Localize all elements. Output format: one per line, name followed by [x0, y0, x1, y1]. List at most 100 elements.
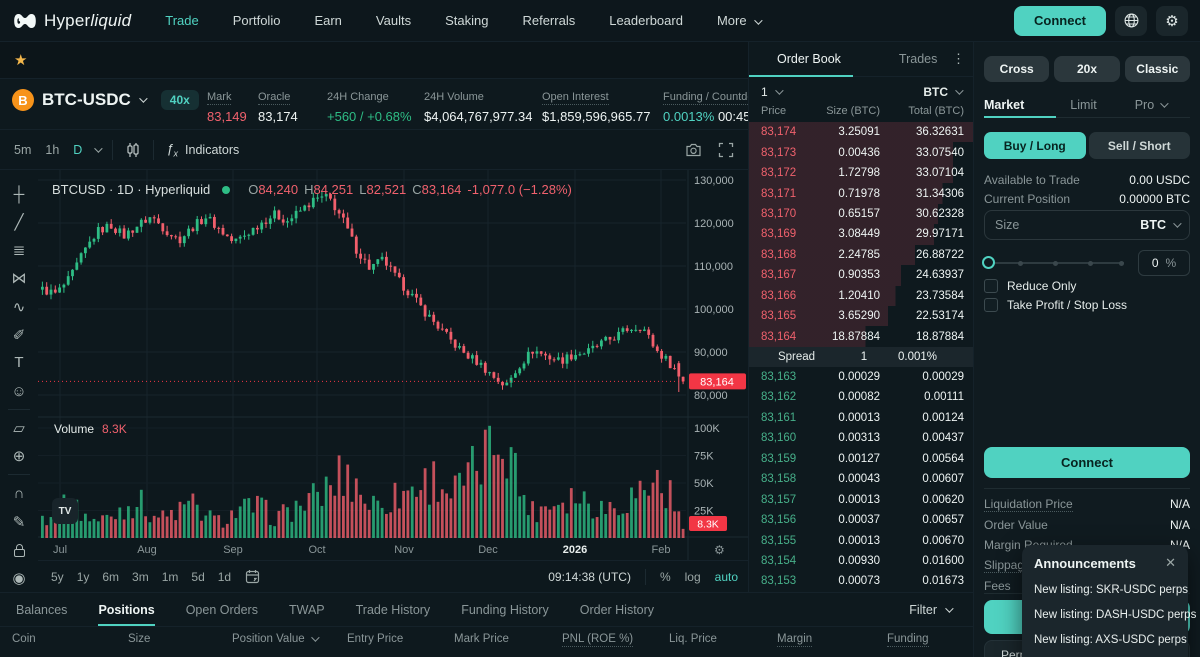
edit-lock-icon[interactable]: ✎: [12, 513, 26, 531]
tab-balances[interactable]: Balances: [16, 602, 68, 617]
range-1y[interactable]: 1y: [76, 569, 90, 584]
percent-scale-button[interactable]: %: [659, 569, 671, 584]
text-icon[interactable]: T: [14, 354, 24, 372]
ask-row[interactable]: 83,167 0.90353 24.63937: [749, 265, 973, 286]
column-mark-price[interactable]: Mark Price: [454, 633, 509, 645]
bid-row[interactable]: 83,154 0.00930 0.01600: [749, 550, 973, 572]
candlestick-style-icon[interactable]: [125, 142, 141, 158]
bid-row[interactable]: 83,163 0.00029 0.00029: [749, 366, 973, 388]
tab-limit[interactable]: Limit: [1070, 97, 1097, 112]
checkbox[interactable]: [984, 278, 998, 293]
tab-positions[interactable]: Positions: [98, 593, 155, 626]
size-unit-select[interactable]: BTC: [1140, 218, 1182, 232]
tab-market[interactable]: Market: [984, 97, 1025, 112]
nav-item-vaults[interactable]: Vaults: [375, 13, 412, 28]
classic-mode-button[interactable]: Classic: [1124, 56, 1190, 82]
checkbox[interactable]: [984, 297, 998, 312]
nav-item-portfolio[interactable]: Portfolio: [232, 13, 281, 28]
close-icon[interactable]: ✕: [1165, 555, 1176, 570]
bid-row[interactable]: 83,158 0.00043 0.00607: [749, 469, 973, 490]
tab-funding-history[interactable]: Funding History: [461, 602, 549, 617]
ask-row[interactable]: 83,171 0.71978 31.34306: [749, 183, 973, 204]
brush-icon[interactable]: ✐: [12, 326, 26, 344]
ask-row[interactable]: 83,165 3.65290 22.53174: [749, 305, 973, 327]
bid-row[interactable]: 83,162 0.00082 0.00111: [749, 387, 973, 408]
connect-trade-button[interactable]: Connect: [984, 447, 1190, 478]
bid-row[interactable]: 83,153 0.00073 0.01673: [749, 571, 973, 592]
bid-row[interactable]: 83,157 0.00013 0.00620: [749, 489, 973, 510]
tab-trades[interactable]: Trades: [898, 52, 938, 66]
announcement-item[interactable]: New listing: AXS-USDC perps: [1034, 634, 1187, 646]
column-liq-price[interactable]: Liq. Price: [669, 633, 717, 645]
nav-item-referrals[interactable]: Referrals: [522, 13, 576, 28]
ask-row[interactable]: 83,169 3.08449 29.97171: [749, 224, 973, 245]
timeframe-1h[interactable]: 1h: [45, 142, 60, 157]
checkbox-row[interactable]: Take Profit / Stop Loss: [984, 295, 1190, 314]
margin-mode-button[interactable]: Cross: [984, 56, 1050, 82]
tab-twap[interactable]: TWAP: [288, 602, 325, 617]
ask-row[interactable]: 83,173 0.00436 33.07540: [749, 142, 973, 163]
announcement-item[interactable]: New listing: SKR-USDC perps: [1034, 584, 1189, 596]
ask-row[interactable]: 83,166 1.20410 23.73584: [749, 285, 973, 306]
bid-row[interactable]: 83,160 0.00313 0.00437: [749, 428, 973, 449]
fx-icon[interactable]: ƒx: [166, 140, 179, 159]
camera-snapshot-icon[interactable]: [685, 142, 702, 158]
emoji-icon[interactable]: ☺: [11, 382, 27, 400]
nav-item-leaderboard[interactable]: Leaderboard: [609, 13, 683, 28]
range-5d[interactable]: 5d: [191, 569, 205, 584]
filter-button[interactable]: Filter: [909, 593, 954, 626]
column-funding[interactable]: Funding: [887, 633, 929, 647]
ask-row[interactable]: 83,174 3.25091 36.32631: [749, 122, 973, 143]
range-5y[interactable]: 5y: [51, 569, 64, 584]
auto-scale-button[interactable]: auto: [714, 569, 738, 584]
range-1d[interactable]: 1d: [217, 569, 232, 584]
brand[interactable]: Hyperliquid: [0, 11, 149, 31]
tick-size-select[interactable]: 1: [761, 85, 784, 99]
nav-item-earn[interactable]: Earn: [314, 13, 342, 28]
chart-clock[interactable]: 09:14:38 (UTC): [548, 569, 631, 584]
eye-icon[interactable]: ◉: [12, 569, 26, 587]
language-globe-button[interactable]: [1115, 5, 1147, 36]
buy-long-button[interactable]: Buy / Long: [984, 132, 1086, 159]
nav-item-more[interactable]: More: [717, 13, 763, 28]
fullscreen-icon[interactable]: [718, 142, 734, 158]
timeframe-D[interactable]: D: [73, 142, 83, 157]
size-input[interactable]: Size BTC: [984, 210, 1190, 240]
trend-line-icon[interactable]: ╱: [14, 214, 24, 232]
slider-handle[interactable]: [982, 256, 995, 269]
range-3m[interactable]: 3m: [132, 569, 149, 584]
range-1m[interactable]: 1m: [161, 569, 179, 584]
forecast-icon[interactable]: ∿: [12, 298, 26, 316]
nav-item-staking[interactable]: Staking: [445, 13, 489, 28]
timeframe-5m[interactable]: 5m: [14, 142, 32, 157]
percent-input[interactable]: 0%: [1138, 250, 1190, 276]
ask-row[interactable]: 83,172 1.72798 33.07104: [749, 162, 973, 184]
size-slider[interactable]: [982, 256, 1124, 269]
leverage-button[interactable]: 20x: [1054, 56, 1120, 82]
column-entry-price[interactable]: Entry Price: [347, 633, 403, 645]
crosshair-icon[interactable]: ┼: [13, 185, 25, 203]
asset-select[interactable]: BTC: [923, 85, 964, 99]
calendar-icon[interactable]: [245, 569, 260, 584]
column-coin[interactable]: Coin: [12, 633, 36, 645]
favorite-star-icon[interactable]: ★: [14, 52, 28, 69]
ask-row[interactable]: 83,168 2.24785 26.88722: [749, 244, 973, 266]
tab-order-history[interactable]: Order History: [579, 602, 655, 617]
bid-row[interactable]: 83,159 0.00127 0.00564: [749, 448, 973, 469]
parallel-channel-icon[interactable]: ≣: [12, 242, 26, 260]
checkbox-row[interactable]: Reduce Only: [984, 276, 1190, 295]
range-6m[interactable]: 6m: [102, 569, 120, 584]
bid-row[interactable]: 83,161 0.00013 0.00124: [749, 407, 973, 429]
nav-item-trade[interactable]: Trade: [165, 13, 199, 28]
column-position-value[interactable]: Position Value: [232, 633, 320, 645]
ruler-icon[interactable]: ▱: [13, 420, 25, 438]
timeframe-chevron-icon[interactable]: [94, 143, 103, 153]
tab-open-orders[interactable]: Open Orders: [185, 602, 258, 617]
xabcd-pattern-icon[interactable]: ⋈: [11, 270, 27, 288]
bid-row[interactable]: 83,156 0.00037 0.00657: [749, 509, 973, 531]
magnet-icon[interactable]: ∩: [13, 484, 25, 502]
column-size[interactable]: Size: [128, 633, 150, 645]
announcement-item[interactable]: New listing: DASH-USDC perps: [1034, 609, 1197, 621]
log-scale-button[interactable]: log: [684, 569, 701, 584]
tab-order-book[interactable]: Order Book: [777, 52, 841, 66]
